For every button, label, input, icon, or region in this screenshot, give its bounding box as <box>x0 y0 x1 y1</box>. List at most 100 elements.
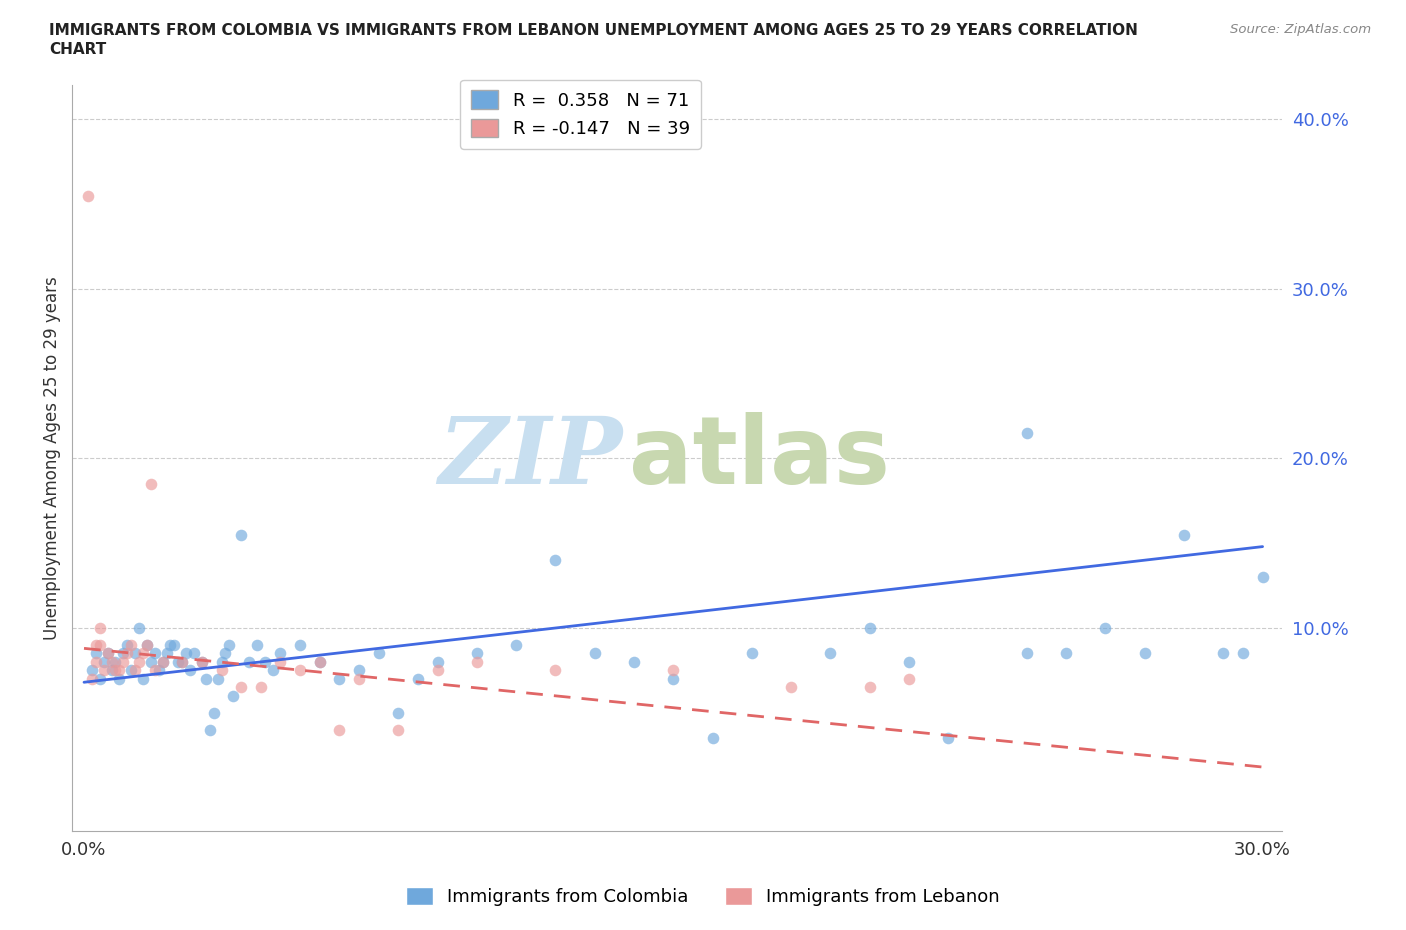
Point <box>1212 646 1234 661</box>
Point <box>163 638 186 653</box>
Point <box>97 646 120 661</box>
Point <box>246 638 269 653</box>
Point <box>132 671 155 686</box>
Point <box>288 663 311 678</box>
Point <box>198 723 221 737</box>
Point <box>108 663 131 678</box>
Point <box>741 646 763 661</box>
Point <box>172 655 194 670</box>
Point <box>155 646 177 661</box>
Point <box>174 646 197 661</box>
Point <box>1015 426 1038 441</box>
Point <box>308 655 330 670</box>
Point <box>1232 646 1254 661</box>
Legend: R =  0.358   N = 71, R = -0.147   N = 39: R = 0.358 N = 71, R = -0.147 N = 39 <box>460 79 700 149</box>
Point <box>120 663 142 678</box>
Point <box>100 655 122 670</box>
Point <box>211 655 233 670</box>
Point <box>1094 620 1116 635</box>
Point <box>135 638 157 653</box>
Point <box>143 646 166 661</box>
Point <box>89 620 111 635</box>
Point <box>662 671 685 686</box>
Point <box>202 705 225 720</box>
Point <box>183 646 205 661</box>
Point <box>135 638 157 653</box>
Point <box>231 527 253 542</box>
Point <box>1054 646 1077 661</box>
Point <box>84 638 107 653</box>
Point <box>288 638 311 653</box>
Text: Source: ZipAtlas.com: Source: ZipAtlas.com <box>1230 23 1371 36</box>
Point <box>77 188 100 203</box>
Point <box>100 663 122 678</box>
Point <box>89 671 111 686</box>
Point <box>80 663 103 678</box>
Point <box>262 663 284 678</box>
Point <box>218 638 240 653</box>
Point <box>662 663 685 678</box>
Point <box>191 655 214 670</box>
Point <box>152 655 174 670</box>
Point <box>132 646 155 661</box>
Point <box>465 646 488 661</box>
Point <box>406 671 429 686</box>
Point <box>544 663 567 678</box>
Point <box>1173 527 1195 542</box>
Point <box>84 646 107 661</box>
Point <box>139 476 162 491</box>
Point <box>80 671 103 686</box>
Point <box>269 646 291 661</box>
Point <box>387 723 409 737</box>
Text: atlas: atlas <box>628 412 890 504</box>
Point <box>505 638 527 653</box>
Point <box>108 671 131 686</box>
Point <box>367 646 389 661</box>
Point <box>179 663 201 678</box>
Point <box>780 680 803 695</box>
Point <box>308 655 330 670</box>
Point <box>214 646 236 661</box>
Point <box>115 646 138 661</box>
Text: CHART: CHART <box>49 42 107 57</box>
Point <box>93 663 115 678</box>
Point <box>104 655 127 670</box>
Text: IMMIGRANTS FROM COLOMBIA VS IMMIGRANTS FROM LEBANON UNEMPLOYMENT AMONG AGES 25 T: IMMIGRANTS FROM COLOMBIA VS IMMIGRANTS F… <box>49 23 1137 38</box>
Point <box>253 655 276 670</box>
Point <box>465 655 488 670</box>
Point <box>211 663 233 678</box>
Point <box>387 705 409 720</box>
Point <box>84 655 107 670</box>
Point <box>148 663 170 678</box>
Point <box>89 638 111 653</box>
Point <box>97 646 120 661</box>
Point <box>128 620 150 635</box>
Point <box>124 663 146 678</box>
Point <box>859 620 882 635</box>
Point <box>583 646 606 661</box>
Point <box>328 723 350 737</box>
Point <box>112 655 135 670</box>
Point <box>231 680 253 695</box>
Point <box>859 680 882 695</box>
Point <box>1015 646 1038 661</box>
Point <box>115 638 138 653</box>
Point <box>702 731 724 746</box>
Point <box>347 671 370 686</box>
Point <box>194 671 217 686</box>
Y-axis label: Unemployment Among Ages 25 to 29 years: Unemployment Among Ages 25 to 29 years <box>44 276 60 641</box>
Point <box>172 655 194 670</box>
Point <box>112 646 135 661</box>
Point <box>124 646 146 661</box>
Point <box>328 671 350 686</box>
Point <box>347 663 370 678</box>
Point <box>93 655 115 670</box>
Point <box>269 655 291 670</box>
Point <box>544 552 567 567</box>
Point <box>898 671 921 686</box>
Point <box>104 663 127 678</box>
Point <box>426 655 449 670</box>
Point <box>222 688 245 703</box>
Point <box>426 663 449 678</box>
Point <box>207 671 229 686</box>
